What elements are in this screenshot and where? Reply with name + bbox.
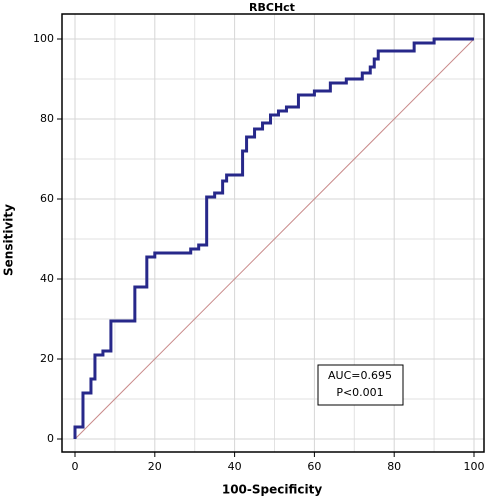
x-tick-label: 0 (72, 460, 79, 473)
annotation-box (317, 364, 404, 406)
x-tick-label: 100 (464, 460, 485, 473)
y-tick-label: 40 (40, 272, 54, 285)
x-tick-label: 60 (307, 460, 321, 473)
y-axis-title: Sensitivity (2, 204, 16, 276)
y-tick-label: 80 (40, 112, 54, 125)
annotation: AUC=0.695 (328, 369, 392, 382)
y-tick-label: 60 (40, 192, 54, 205)
x-tick-label: 20 (148, 460, 162, 473)
annotation: P<0.001 (336, 386, 383, 399)
y-tick-label: 20 (40, 352, 54, 365)
chart-title: RBCHct (249, 1, 295, 14)
y-tick-label: 100 (33, 32, 54, 45)
roc-curve (73, 37, 474, 439)
x-tick-label: 40 (228, 460, 242, 473)
reference-line (74, 38, 475, 440)
plot-frame (61, 13, 485, 453)
x-axis-title: 100-Specificity (222, 483, 322, 497)
y-tick-label: 0 (47, 432, 54, 445)
x-tick-label: 80 (387, 460, 401, 473)
